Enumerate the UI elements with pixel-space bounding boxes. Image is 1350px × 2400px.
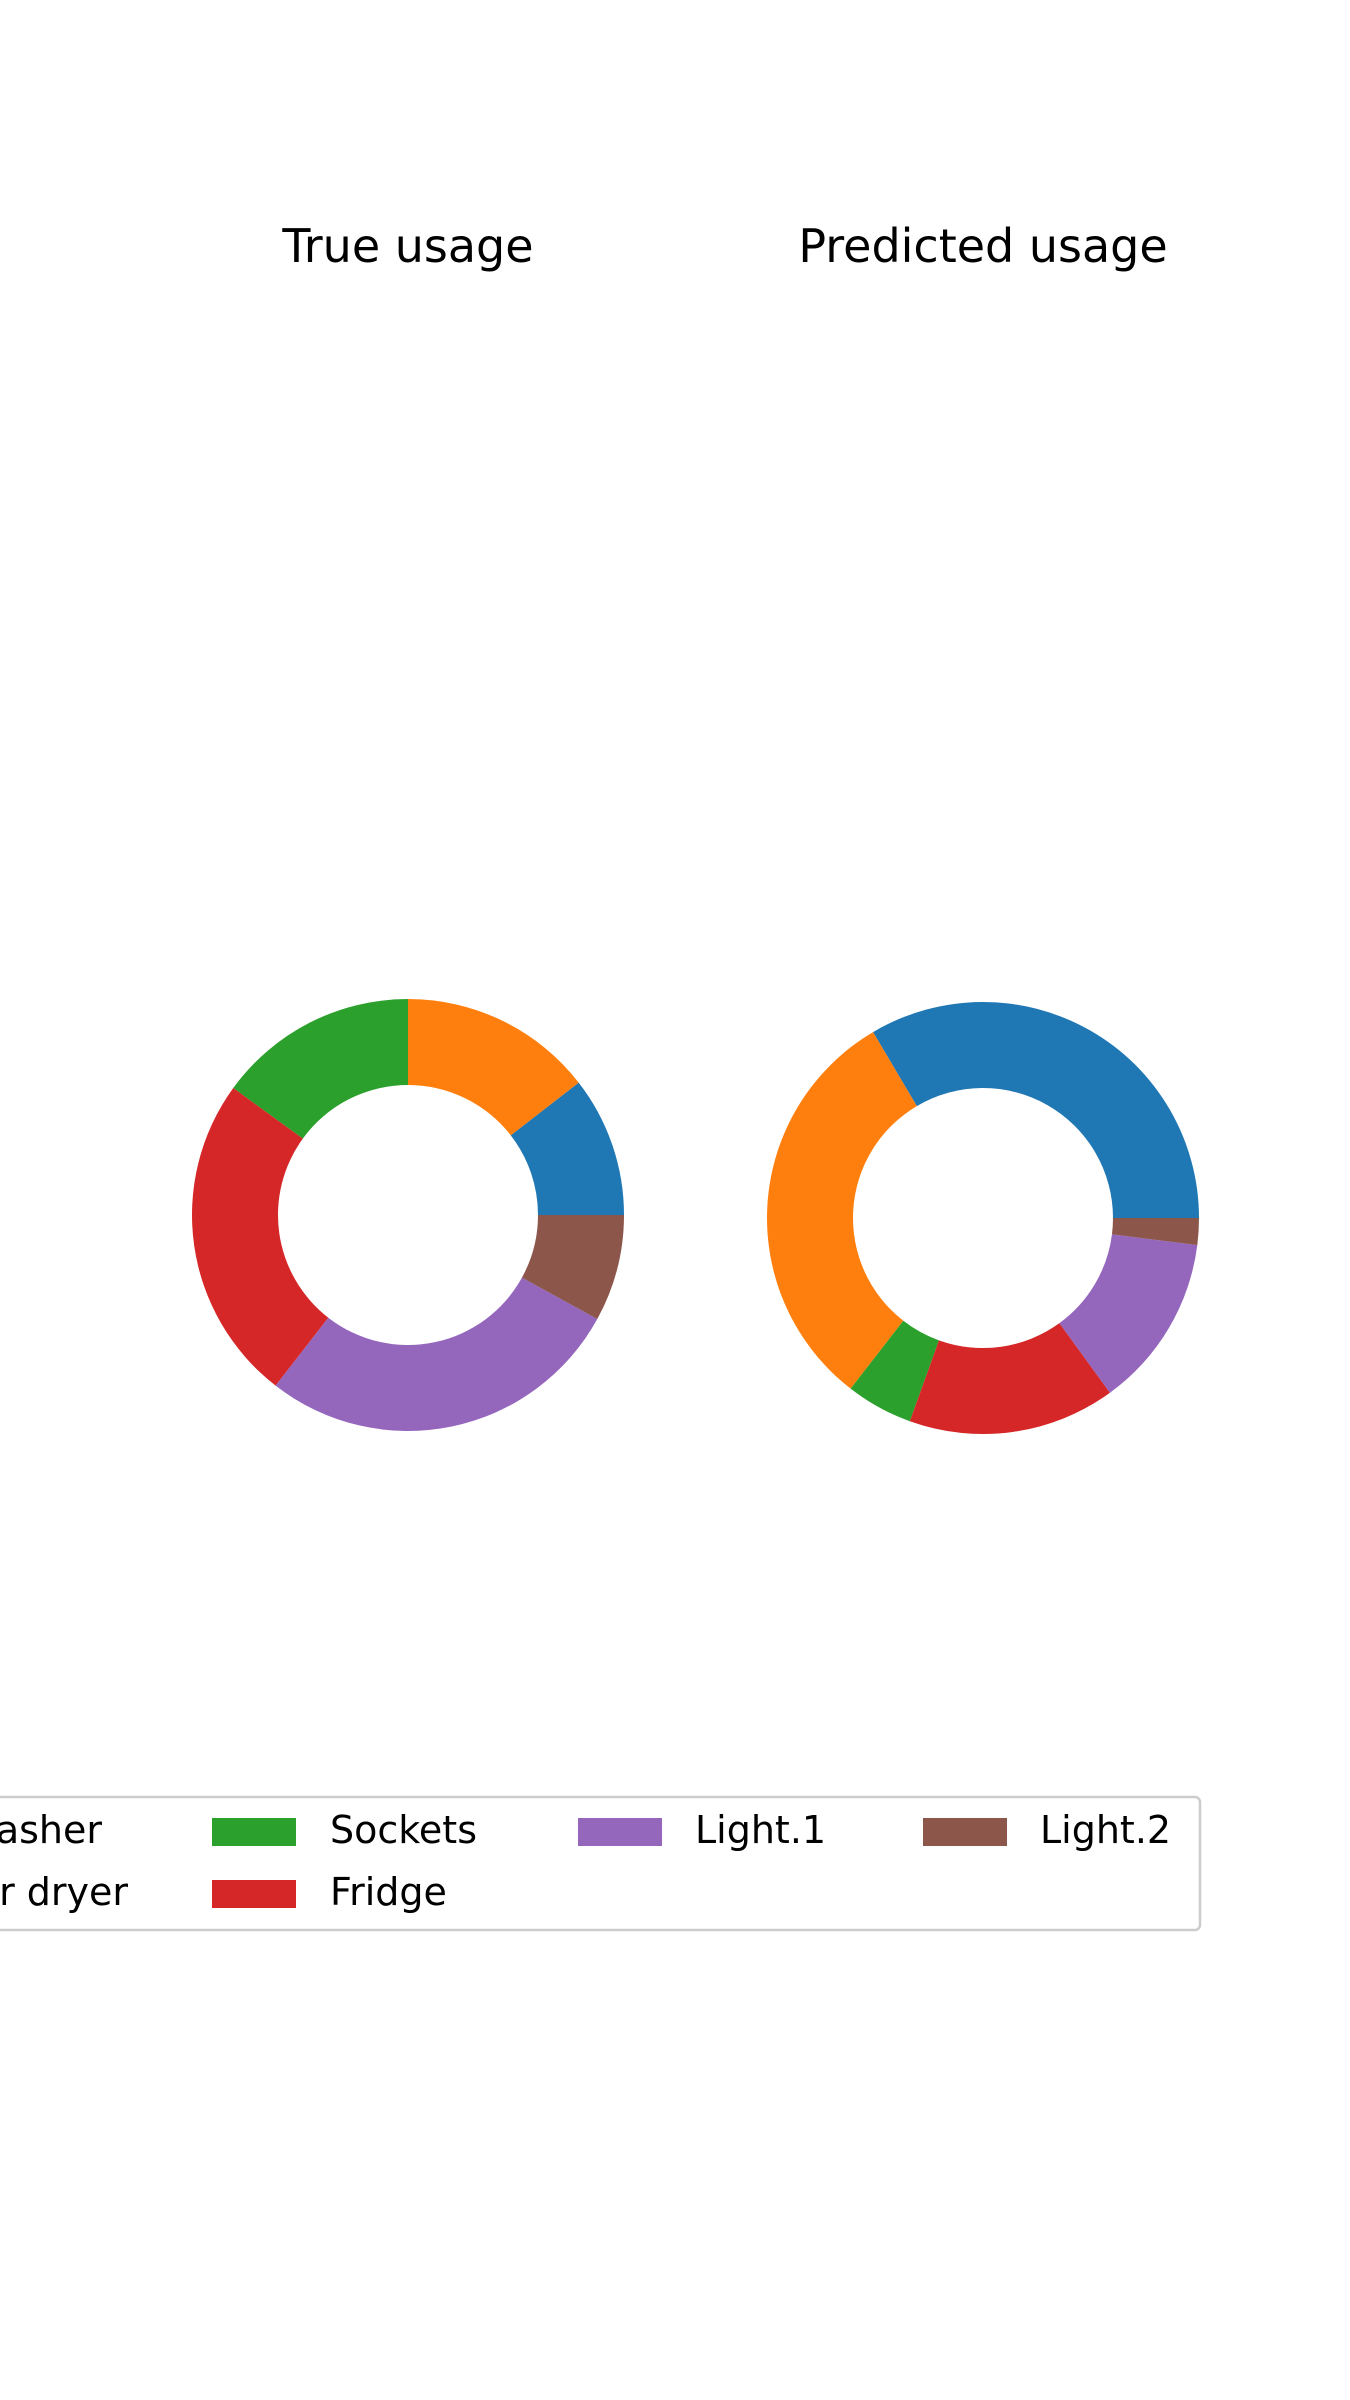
true-usage-title: True usage [281,219,533,273]
predicted-usage-slice-sockets [850,1320,939,1422]
predicted-usage-slice-washer-dryer [766,1032,917,1389]
legend-label-washer-dryer: r dryer [0,1870,128,1914]
legend-label-dishwasher: asher [0,1808,102,1852]
legend-entry-fridge: Fridge [212,1870,447,1914]
predicted-usage-slice-dishwasher [873,1002,1199,1218]
predicted-usage-slice-light-2 [1111,1218,1199,1246]
legend-entry-washer-dryer: r dryer [0,1870,128,1914]
true-usage-slice-light-1 [275,1277,598,1432]
true-usage-slice-dishwasher [510,1082,624,1215]
legend-entry-sockets: Sockets [212,1808,477,1852]
legend-entry-light-2: Light.2 [923,1808,1171,1852]
legend-label-sockets: Sockets [330,1808,477,1852]
predicted-usage-slice-light-1 [1059,1234,1198,1393]
legend-swatch-light-2 [923,1818,1007,1846]
predicted-usage-title: Predicted usage [798,219,1167,273]
legend-label-light-2: Light.2 [1040,1808,1171,1852]
true-usage-slices [191,999,624,1432]
legend: asher r dryer Sockets Fridge Light.1 Lig… [0,1795,1202,1932]
legend-entry-light-1: Light.1 [578,1808,826,1852]
true-usage-chart: True usage [191,219,624,1432]
legend-swatch-light-1 [578,1818,662,1846]
legend-swatch-fridge [212,1880,296,1908]
legend-entry-dishwasher: asher [0,1808,102,1852]
legend-frame [0,1795,1202,1932]
legend-label-light-1: Light.1 [695,1808,826,1852]
true-usage-slice-washer-dryer [408,999,579,1136]
true-usage-slice-light-2 [521,1215,624,1320]
legend-swatch-sockets [212,1818,296,1846]
predicted-usage-slice-fridge [909,1323,1110,1434]
true-usage-slice-sockets [233,999,408,1139]
predicted-usage-chart: Predicted usage [766,219,1199,1434]
predicted-usage-slices [766,1002,1199,1434]
true-usage-slice-fridge [191,1088,329,1386]
legend-label-fridge: Fridge [330,1870,447,1914]
